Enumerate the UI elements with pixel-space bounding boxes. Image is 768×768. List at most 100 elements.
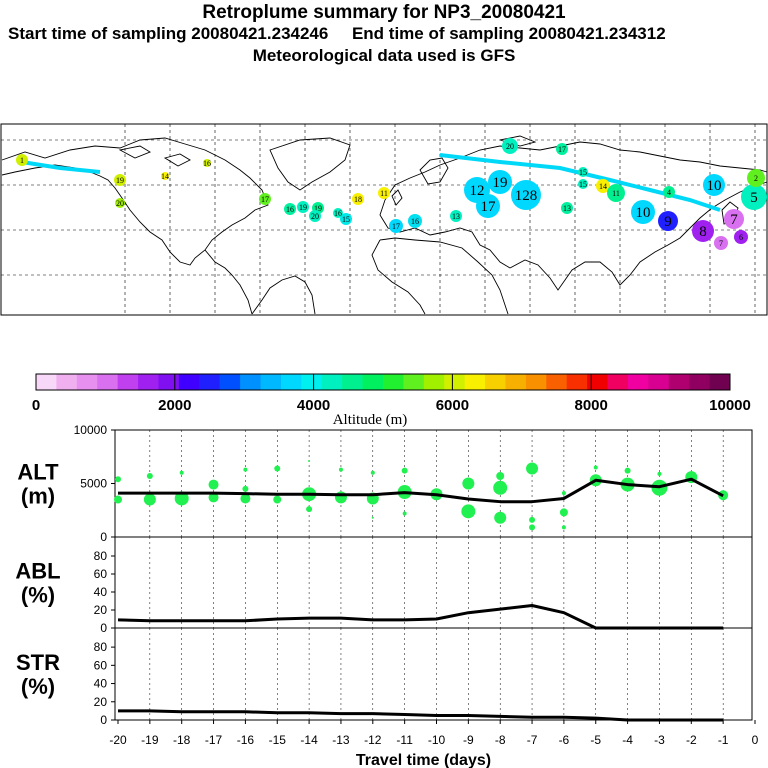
x-tick-label: -8 <box>495 733 506 747</box>
plume-marker-label: 15 <box>579 168 587 177</box>
plume-marker-label: 1 <box>20 156 24 165</box>
colorbar-cell <box>689 374 711 390</box>
plume-marker-label: 5 <box>750 190 758 206</box>
alt-scatter-point <box>208 479 219 490</box>
y-tick-label: 20 <box>94 603 108 617</box>
plume-marker <box>556 143 568 155</box>
plume-marker-label: 19 <box>314 204 322 213</box>
colorbar-cell <box>668 374 690 390</box>
plume-marker-label: 17 <box>261 195 269 204</box>
colorbar-cell <box>199 374 221 390</box>
plume-marker-label: 9 <box>664 214 672 230</box>
plume-marker <box>284 203 296 215</box>
x-tick-label: -11 <box>396 733 413 747</box>
alt-scatter-point <box>243 467 248 472</box>
alt-scatter-point <box>370 470 375 475</box>
plume-marker-label: 16 <box>411 217 419 226</box>
plume-marker-label: 2 <box>754 174 758 183</box>
alt-scatter-point <box>208 492 219 503</box>
alt-scatter-point <box>493 480 508 495</box>
colorbar-cell <box>546 374 568 390</box>
y-tick-label: 60 <box>94 658 108 672</box>
plume-marker <box>16 154 28 166</box>
colorbar-cell <box>76 374 98 390</box>
plume-marker <box>747 169 765 187</box>
x-tick-label: -2 <box>686 733 697 747</box>
plume-marker <box>161 172 169 180</box>
series-line-str <box>118 709 724 722</box>
plume-marker <box>724 209 744 229</box>
colorbar-cell <box>219 374 241 390</box>
y-tick-label: 80 <box>94 549 108 563</box>
panel-y-label: (m) <box>21 484 55 509</box>
plume-marker <box>631 200 655 224</box>
plume-marker-label: 20 <box>506 142 514 151</box>
colorbar-cell <box>36 374 57 390</box>
plume-marker <box>297 201 309 213</box>
x-tick-label: -18 <box>173 733 191 747</box>
plume-marker-label: 17 <box>558 145 566 154</box>
colorbar-cell <box>709 374 731 390</box>
alt-scatter-point <box>371 516 374 519</box>
alt-scatter-point <box>657 471 662 476</box>
met-data-line: Meteorological data used is GFS <box>252 46 516 65</box>
plume-marker-label: 14 <box>161 172 169 181</box>
plume-marker-label: 6 <box>739 233 743 242</box>
plume-marker-label: 7 <box>719 239 723 248</box>
alt-scatter-point <box>179 470 184 475</box>
x-tick-label: -19 <box>141 733 159 747</box>
colorbar-cell <box>444 374 466 390</box>
y-tick-label: 0 <box>100 621 107 635</box>
panel-y-label: ALT <box>17 460 59 485</box>
plume-marker <box>561 202 573 214</box>
colorbar-tick-label: 8000 <box>575 397 608 414</box>
panel-y-label: (%) <box>21 583 55 608</box>
alt-scatter-point <box>240 493 251 504</box>
plume-marker <box>476 194 500 218</box>
alt-scatter-point <box>624 467 631 474</box>
colorbar-cell <box>117 374 139 390</box>
plume-marker <box>734 230 748 244</box>
x-tick-label: -3 <box>654 733 665 747</box>
alt-scatter-point <box>561 491 566 496</box>
x-tick-label: -12 <box>364 733 382 747</box>
panel-frame <box>114 536 753 629</box>
series-line-alt <box>118 477 724 504</box>
plume-marker <box>511 180 541 210</box>
plume-marker <box>115 198 125 208</box>
colorbar-cell <box>423 374 445 390</box>
plume-marker <box>663 186 675 198</box>
alt-scatter-point <box>114 495 122 504</box>
plume-marker <box>259 193 271 205</box>
colorbar-tick-label: 2000 <box>158 397 191 414</box>
colorbar-cell <box>607 374 629 390</box>
x-tick-label: -1 <box>718 733 729 747</box>
plume-marker <box>578 167 588 177</box>
plume-marker-label: 11 <box>612 189 620 198</box>
plume-marker-label: 11 <box>380 189 388 198</box>
y-tick-label: 40 <box>94 585 108 599</box>
plume-marker-label: 20 <box>311 212 319 221</box>
colorbar-cell <box>138 374 159 390</box>
map-grid <box>1 124 767 315</box>
plume-marker <box>333 208 343 218</box>
x-tick-label: -10 <box>428 733 446 747</box>
plume-marker-label: 10 <box>707 178 722 194</box>
y-tick-label: 20 <box>94 695 108 709</box>
plume-marker <box>378 187 390 199</box>
colorbar-cell <box>321 374 343 390</box>
x-tick-label: -16 <box>237 733 255 747</box>
x-tick-label: -4 <box>622 733 633 747</box>
sampling-time-line: Start time of sampling 20080421.234246 E… <box>8 24 666 43</box>
plume-marker-label: 13 <box>452 212 460 221</box>
plume-marker <box>408 214 422 228</box>
colorbar-ticks: 0 2000 4000 6000 8000 10000 <box>32 374 751 414</box>
alt-scatter-point <box>529 524 536 531</box>
plume-marker-label: 128 <box>515 188 538 204</box>
colorbar-cell <box>178 374 200 390</box>
colorbar-cell <box>56 374 78 390</box>
plume-marker <box>450 210 462 222</box>
